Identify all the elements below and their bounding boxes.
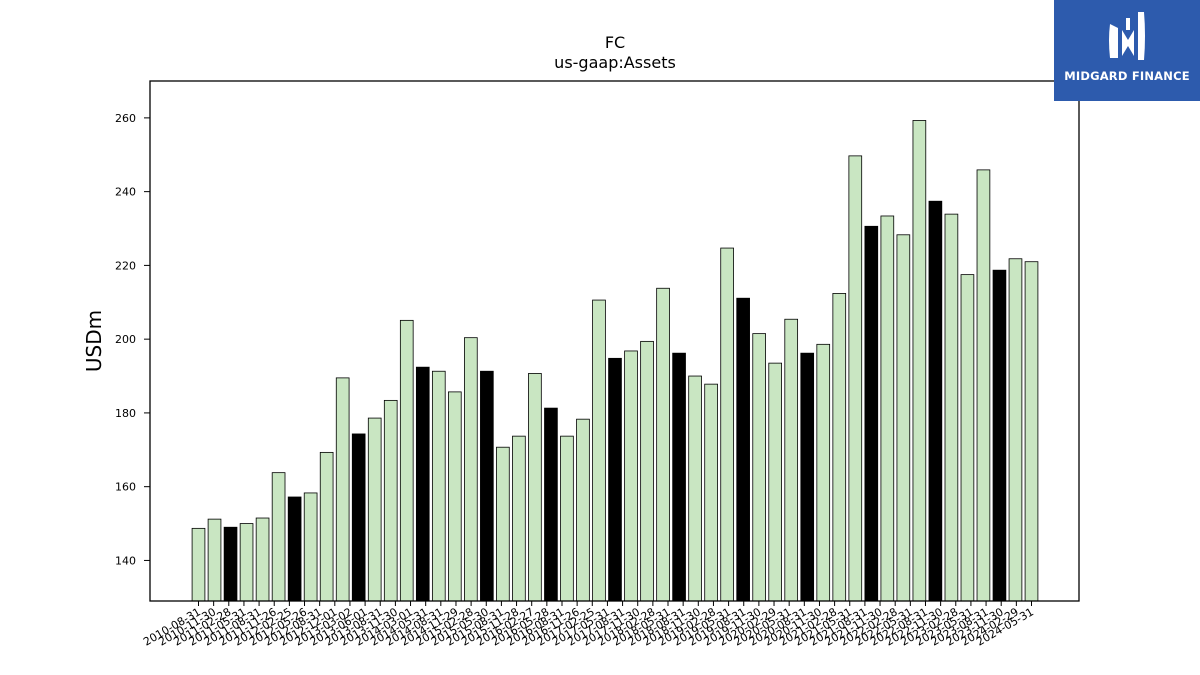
bar-26 [608, 357, 622, 602]
bar-30 [672, 352, 686, 602]
bar-17 [464, 337, 478, 602]
y-tick-label-3: 200 [115, 333, 136, 346]
bar-33 [720, 247, 734, 602]
brand-logo: MIDGARD FINANCE [1054, 0, 1200, 101]
bar-22 [544, 407, 558, 602]
bar-14 [415, 366, 430, 602]
brand-logo-text: MIDGARD FINANCE [1064, 69, 1190, 83]
bar-43 [880, 215, 895, 602]
bar-2 [223, 526, 238, 602]
bar-42 [864, 225, 879, 602]
chart-subtitle: us-gaap:Assets [554, 53, 676, 72]
bar-11 [367, 417, 382, 602]
bar-0 [191, 527, 206, 602]
midgard-logo-icon [1109, 12, 1145, 60]
plot-frame [149, 80, 1080, 602]
bar-52 [1024, 261, 1039, 602]
bar-10 [351, 433, 366, 602]
bar-35 [752, 333, 766, 602]
bar-6 [287, 496, 302, 602]
bar-31 [688, 375, 702, 602]
y-tick-label-2: 180 [115, 407, 136, 420]
bar-21 [528, 373, 542, 602]
bar-32 [704, 383, 718, 602]
y-tick-label-6: 260 [115, 112, 136, 125]
bar-4 [255, 517, 270, 602]
bar-27 [624, 350, 638, 602]
bar-39 [816, 343, 831, 602]
bar-7 [303, 492, 318, 602]
bar-15 [431, 370, 446, 602]
bar-49 [976, 169, 991, 602]
bar-45 [912, 120, 927, 602]
y-tick-label-1: 160 [115, 481, 136, 494]
bar-29 [656, 287, 670, 602]
bar-50 [992, 269, 1007, 602]
y-axis-label: USDm [82, 310, 106, 372]
bar-9 [335, 377, 350, 602]
x-axis: 2010-08-312010-11-302011-02-282011-05-31… [141, 601, 1036, 649]
bar-3 [239, 523, 254, 602]
bar-12 [383, 399, 398, 602]
bar-16 [447, 391, 462, 602]
y-tick-label-5: 240 [115, 186, 136, 199]
bar-25 [592, 299, 606, 602]
bar-8 [319, 451, 334, 602]
bar-48 [960, 274, 975, 602]
y-tick-label-4: 220 [115, 259, 136, 272]
bar-37 [784, 318, 799, 602]
bar-51 [1008, 258, 1023, 602]
bar-13 [399, 319, 414, 602]
bar-19 [496, 446, 510, 602]
bar-40 [832, 293, 847, 602]
chart-title: FC [605, 33, 625, 52]
bar-46 [928, 200, 943, 602]
bar-20 [512, 435, 526, 602]
bar-38 [800, 352, 815, 602]
bar-18 [480, 370, 494, 602]
bar-44 [896, 234, 911, 602]
bar-28 [640, 340, 654, 602]
bar-1 [207, 518, 222, 602]
bar-36 [768, 362, 783, 602]
bars-group [191, 120, 1039, 602]
bar-47 [944, 213, 959, 602]
y-tick-label-0: 140 [115, 554, 136, 567]
bar-24 [576, 418, 590, 602]
bar-23 [560, 435, 574, 602]
bar-34 [736, 297, 750, 602]
bar-5 [271, 472, 286, 602]
y-axis: 140 160 180 200 220 240 260 [115, 112, 150, 567]
bar-41 [848, 155, 863, 602]
